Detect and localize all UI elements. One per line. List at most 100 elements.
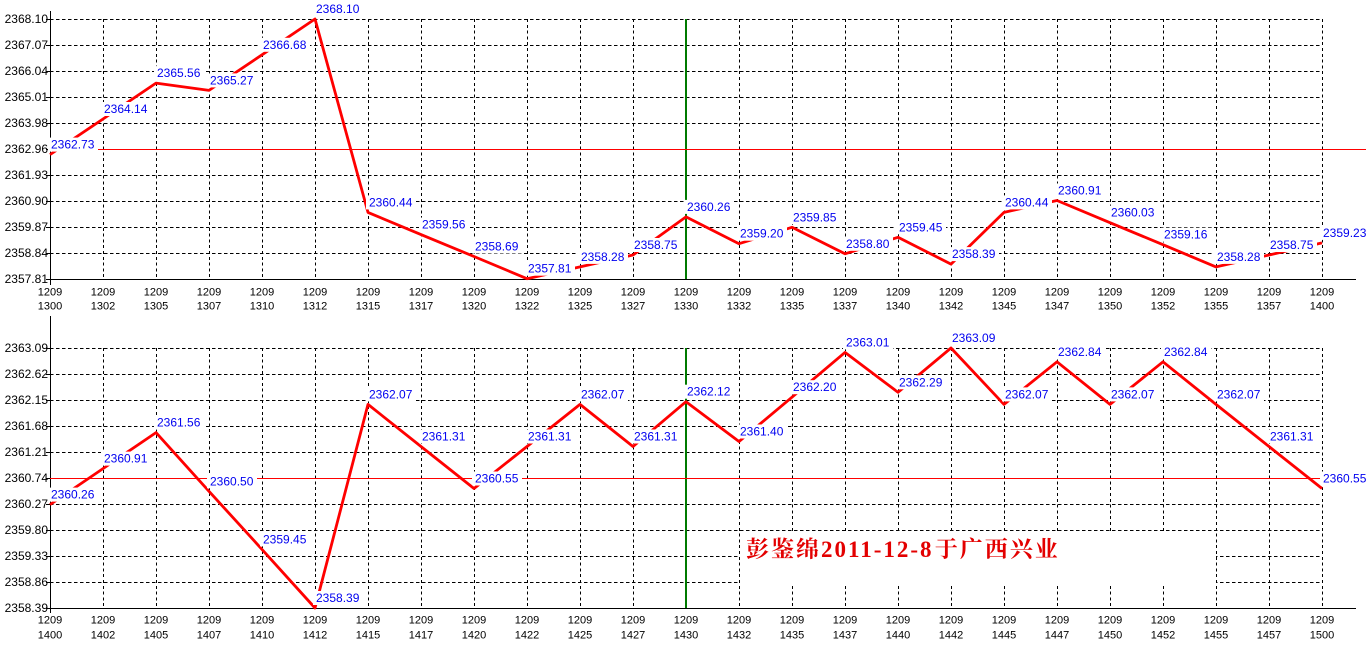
svg-text:1415: 1415 [356,630,380,642]
svg-text:2358.84: 2358.84 [5,246,49,260]
svg-text:1450: 1450 [1098,630,1122,642]
svg-text:1340: 1340 [886,301,910,313]
svg-text:1500: 1500 [1310,630,1334,642]
svg-text:2361.31: 2361.31 [1270,430,1314,444]
svg-text:2365.01: 2365.01 [5,90,49,104]
svg-text:1405: 1405 [144,630,168,642]
svg-text:1330: 1330 [674,301,698,313]
svg-text:2362.07: 2362.07 [1217,387,1261,401]
svg-text:1209: 1209 [462,287,486,299]
svg-text:1209: 1209 [303,615,327,627]
svg-text:1417: 1417 [409,630,433,642]
svg-text:1435: 1435 [780,630,804,642]
svg-text:2360.91: 2360.91 [104,452,148,466]
svg-text:1209: 1209 [727,615,751,627]
svg-text:2360.03: 2360.03 [1111,206,1155,220]
svg-text:1209: 1209 [1098,287,1122,299]
svg-text:1425: 1425 [568,630,592,642]
svg-text:1350: 1350 [1098,301,1122,313]
svg-text:1209: 1209 [621,287,645,299]
svg-text:1209: 1209 [1045,287,1069,299]
svg-text:1209: 1209 [992,615,1016,627]
svg-text:1209: 1209 [409,287,433,299]
svg-text:2358.75: 2358.75 [634,238,678,252]
svg-text:2358.69: 2358.69 [475,240,519,254]
svg-text:2360.90: 2360.90 [5,194,49,208]
svg-text:2359.80: 2359.80 [5,523,49,537]
svg-text:1209: 1209 [780,287,804,299]
svg-text:2358.28: 2358.28 [1217,250,1261,264]
svg-text:2363.09: 2363.09 [952,331,996,345]
svg-text:1315: 1315 [356,301,380,313]
svg-text:2360.26: 2360.26 [51,488,95,502]
svg-text:1209: 1209 [38,287,62,299]
svg-text:2357.81: 2357.81 [528,262,572,276]
svg-text:1457: 1457 [1257,630,1281,642]
svg-text:2366.04: 2366.04 [5,64,49,78]
svg-text:1209: 1209 [250,615,274,627]
svg-text:1422: 1422 [515,630,539,642]
svg-text:1402: 1402 [91,630,115,642]
svg-text:2367.07: 2367.07 [5,38,49,52]
svg-text:1432: 1432 [727,630,751,642]
svg-text:1209: 1209 [462,615,486,627]
svg-text:1209: 1209 [38,615,62,627]
svg-text:2359.87: 2359.87 [5,220,49,234]
svg-text:1452: 1452 [1151,630,1175,642]
svg-text:2360.50: 2360.50 [210,474,254,488]
svg-text:1445: 1445 [992,630,1016,642]
svg-text:1209: 1209 [515,615,539,627]
svg-text:1209: 1209 [568,287,592,299]
svg-text:2359.20: 2359.20 [740,227,784,241]
svg-text:1209: 1209 [992,287,1016,299]
svg-text:1305: 1305 [144,301,168,313]
svg-text:1209: 1209 [1204,287,1228,299]
svg-text:2358.39: 2358.39 [952,247,996,261]
svg-text:1209: 1209 [1310,287,1334,299]
svg-text:1209: 1209 [515,287,539,299]
svg-text:1209: 1209 [939,287,963,299]
svg-text:2362.84: 2362.84 [1164,345,1208,359]
svg-text:1437: 1437 [833,630,857,642]
svg-text:1412: 1412 [303,630,327,642]
svg-text:2362.12: 2362.12 [687,385,731,399]
svg-text:2359.16: 2359.16 [1164,228,1208,242]
svg-text:2368.10: 2368.10 [5,12,49,26]
svg-text:2360.27: 2360.27 [5,497,49,511]
svg-text:1317: 1317 [409,301,433,313]
svg-text:1307: 1307 [197,301,221,313]
svg-text:1320: 1320 [462,301,486,313]
svg-text:1310: 1310 [250,301,274,313]
svg-text:2368.10: 2368.10 [316,2,360,16]
svg-text:1332: 1332 [727,301,751,313]
svg-text:1209: 1209 [1045,615,1069,627]
svg-text:1400: 1400 [38,630,62,642]
svg-text:1209: 1209 [197,615,221,627]
svg-text:2362.96: 2362.96 [5,142,49,156]
svg-text:1209: 1209 [674,615,698,627]
svg-text:2360.26: 2360.26 [687,200,731,214]
svg-text:2362.07: 2362.07 [1005,387,1049,401]
svg-text:1209: 1209 [356,287,380,299]
svg-text:2361.40: 2361.40 [740,425,784,439]
svg-text:1209: 1209 [833,615,857,627]
svg-text:1347: 1347 [1045,301,1069,313]
svg-text:1302: 1302 [91,301,115,313]
svg-text:1427: 1427 [621,630,645,642]
svg-text:2361.93: 2361.93 [5,168,49,182]
svg-text:2362.07: 2362.07 [581,387,625,401]
svg-text:1400: 1400 [1310,301,1334,313]
svg-text:1345: 1345 [992,301,1016,313]
svg-text:1209: 1209 [1257,615,1281,627]
svg-text:1209: 1209 [1151,615,1175,627]
svg-text:2361.31: 2361.31 [422,430,466,444]
svg-text:1209: 1209 [144,615,168,627]
svg-text:2359.45: 2359.45 [263,532,307,546]
svg-text:2362.15: 2362.15 [5,393,49,407]
svg-text:1209: 1209 [250,287,274,299]
svg-text:1209: 1209 [91,287,115,299]
svg-text:2358.39: 2358.39 [5,601,49,615]
svg-text:2360.74: 2360.74 [5,471,49,485]
svg-text:1355: 1355 [1204,301,1228,313]
svg-text:2360.44: 2360.44 [1005,195,1049,209]
